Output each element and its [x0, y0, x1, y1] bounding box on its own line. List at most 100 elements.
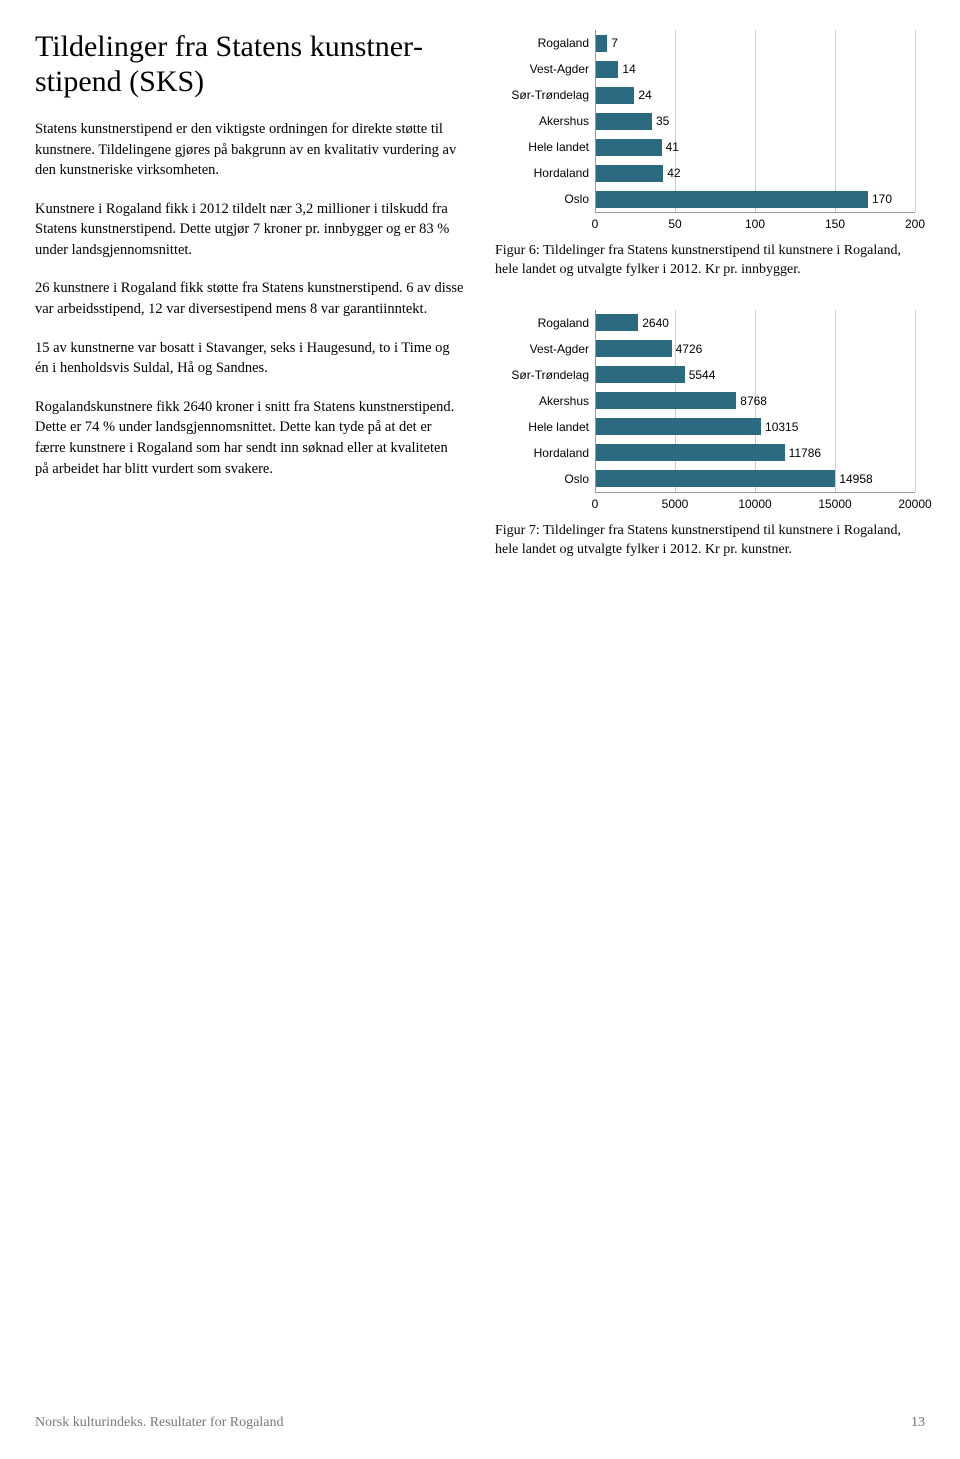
- chart-row: Oslo14958: [495, 466, 925, 492]
- chart-category-label: Hordaland: [495, 166, 595, 180]
- chart-category-label: Akershus: [495, 114, 595, 128]
- chart-category-label: Vest-Agder: [495, 62, 595, 76]
- chart-category-label: Rogaland: [495, 316, 595, 330]
- chart-category-label: Rogaland: [495, 36, 595, 50]
- chart-tick-label: 15000: [818, 497, 851, 511]
- chart-bar: 10315: [596, 418, 761, 435]
- chart-tick-label: 5000: [662, 497, 689, 511]
- chart-category-label: Sør-Trøndelag: [495, 88, 595, 102]
- chart-bar: 14: [596, 61, 618, 78]
- chart-row: Vest-Agder4726: [495, 336, 925, 362]
- chart-value-label: 2640: [642, 316, 669, 330]
- chart-bar-area: 170: [595, 186, 915, 212]
- chart-value-label: 7: [611, 36, 618, 50]
- page-footer: Norsk kulturindeks. Resultater for Rogal…: [35, 1415, 925, 1431]
- chart-value-label: 14: [622, 62, 635, 76]
- chart-row: Sør-Trøndelag5544: [495, 362, 925, 388]
- chart-row: Rogaland7: [495, 30, 925, 56]
- chart-value-label: 35: [656, 114, 669, 128]
- chart-tick-label: 150: [825, 217, 845, 231]
- chart-bar: 5544: [596, 366, 685, 383]
- chart-bar-area: 5544: [595, 362, 915, 388]
- chart-bar: 4726: [596, 340, 672, 357]
- chart-bar: 14958: [596, 470, 835, 487]
- chart-bar-area: 42: [595, 160, 915, 186]
- chart-row: Hordaland42: [495, 160, 925, 186]
- chart-bar: 35: [596, 113, 652, 130]
- chart-value-label: 5544: [689, 368, 716, 382]
- chart-bar: 7: [596, 35, 607, 52]
- right-column: Rogaland7Vest-Agder14Sør-Trøndelag24Aker…: [495, 30, 925, 590]
- paragraph: Statens kunstnerstipend er den viktigste…: [35, 119, 465, 181]
- chart-bar: 8768: [596, 392, 736, 409]
- chart-bar-area: 7: [595, 30, 915, 56]
- chart-tick-label: 200: [905, 217, 925, 231]
- chart-bar-area: 14958: [595, 466, 915, 492]
- chart-bar-area: 11786: [595, 440, 915, 466]
- page-title: Tildelinger fra Statens kunstner­stipend…: [35, 30, 465, 99]
- footer-page-number: 13: [911, 1415, 925, 1431]
- chart-caption: Figur 6: Tildelinger fra Statens kunstne…: [495, 242, 925, 280]
- chart-bar: 11786: [596, 444, 785, 461]
- chart-row: Hele landet41: [495, 134, 925, 160]
- chart-row: Vest-Agder14: [495, 56, 925, 82]
- footer-left-text: Norsk kulturindeks. Resultater for Rogal…: [35, 1415, 283, 1431]
- chart-value-label: 8768: [740, 394, 767, 408]
- chart-tick-label: 10000: [738, 497, 771, 511]
- chart-row: Hele landet10315: [495, 414, 925, 440]
- chart-row: Oslo170: [495, 186, 925, 212]
- paragraph: 15 av kunstnerne var bosatt i Stavanger,…: [35, 338, 465, 379]
- chart-caption: Figur 7: Tildelinger fra Statens kunstne…: [495, 522, 925, 560]
- chart-bar: 42: [596, 165, 663, 182]
- paragraph: Rogalandskunstnere fikk 2640 kroner i sn…: [35, 397, 465, 479]
- chart-tick-label: 0: [592, 497, 599, 511]
- chart-bar-area: 14: [595, 56, 915, 82]
- chart-bar-area: 2640: [595, 310, 915, 336]
- paragraph: 26 kunstnere i Rogaland fikk støtte fra …: [35, 278, 465, 319]
- chart-value-label: 24: [638, 88, 651, 102]
- chart-category-label: Oslo: [495, 472, 595, 486]
- chart-bar-area: 8768: [595, 388, 915, 414]
- chart-plot-area: Rogaland7Vest-Agder14Sør-Trøndelag24Aker…: [495, 30, 925, 212]
- chart-category-label: Vest-Agder: [495, 342, 595, 356]
- chart-category-label: Akershus: [495, 394, 595, 408]
- page-content: Tildelinger fra Statens kunstner­stipend…: [0, 0, 960, 590]
- chart-category-label: Oslo: [495, 192, 595, 206]
- chart-figure-6: Rogaland7Vest-Agder14Sør-Trøndelag24Aker…: [495, 30, 925, 232]
- chart-tick-label: 0: [592, 217, 599, 231]
- chart-row: Hordaland11786: [495, 440, 925, 466]
- chart-x-axis: 050100150200: [595, 212, 915, 232]
- chart-bar: 2640: [596, 314, 638, 331]
- chart-bar-area: 35: [595, 108, 915, 134]
- chart-row: Rogaland2640: [495, 310, 925, 336]
- chart-bar-area: 41: [595, 134, 915, 160]
- chart-category-label: Hele landet: [495, 140, 595, 154]
- chart-category-label: Hordaland: [495, 446, 595, 460]
- chart-value-label: 11786: [789, 446, 821, 460]
- chart-bar-area: 10315: [595, 414, 915, 440]
- chart-category-label: Sør-Trøndelag: [495, 368, 595, 382]
- chart-bar: 24: [596, 87, 634, 104]
- paragraph: Kunstnere i Rogaland fikk i 2012 tildelt…: [35, 199, 465, 261]
- chart-tick-label: 50: [668, 217, 681, 231]
- chart-row: Akershus35: [495, 108, 925, 134]
- chart-value-label: 10315: [765, 420, 798, 434]
- chart-bar: 170: [596, 191, 868, 208]
- chart-x-axis: 05000100001500020000: [595, 492, 915, 512]
- chart-plot-area: Rogaland2640Vest-Agder4726Sør-Trøndelag5…: [495, 310, 925, 492]
- chart-row: Sør-Trøndelag24: [495, 82, 925, 108]
- chart-value-label: 170: [872, 192, 892, 206]
- chart-value-label: 41: [666, 140, 679, 154]
- chart-category-label: Hele landet: [495, 420, 595, 434]
- left-column: Tildelinger fra Statens kunstner­stipend…: [35, 30, 465, 590]
- chart-value-label: 14958: [839, 472, 872, 486]
- chart-value-label: 4726: [676, 342, 703, 356]
- chart-bar-area: 4726: [595, 336, 915, 362]
- chart-tick-label: 100: [745, 217, 765, 231]
- chart-value-label: 42: [667, 166, 680, 180]
- chart-row: Akershus8768: [495, 388, 925, 414]
- chart-bar-area: 24: [595, 82, 915, 108]
- chart-figure-7: Rogaland2640Vest-Agder4726Sør-Trøndelag5…: [495, 310, 925, 512]
- chart-tick-label: 20000: [898, 497, 931, 511]
- chart-bar: 41: [596, 139, 662, 156]
